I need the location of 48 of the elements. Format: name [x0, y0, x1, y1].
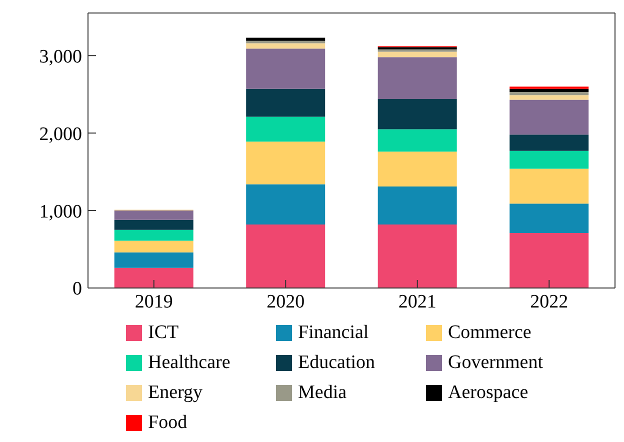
y-tick-label: 0: [72, 278, 82, 300]
bar: [510, 150, 589, 169]
bar: [246, 48, 326, 89]
bar: [378, 152, 457, 187]
bar: [510, 204, 589, 233]
legend-label: Financial: [298, 321, 369, 345]
bar: [378, 57, 457, 99]
legend-label: Aerospace: [448, 381, 528, 405]
bar: [114, 252, 194, 268]
bar: [246, 184, 326, 224]
bar: [246, 88, 326, 117]
bar: [378, 98, 457, 130]
bar: [114, 240, 194, 252]
y-tick-label: 3,000: [39, 46, 82, 68]
legend-label: ICT: [148, 321, 179, 345]
x-tick-label: 2019: [134, 291, 173, 312]
bar: [246, 116, 326, 142]
legend-label: Media: [298, 381, 347, 405]
bar: [510, 88, 589, 92]
bar: [510, 92, 589, 96]
bar: [378, 129, 457, 152]
bar: [246, 43, 326, 49]
bar: [246, 38, 326, 41]
y-tick-label: 2,000: [39, 124, 82, 145]
x-tick-label: 2022: [530, 291, 568, 312]
bar: [510, 100, 589, 135]
bar: [378, 224, 457, 288]
bar: [510, 134, 589, 151]
legend-label: Healthcare: [148, 351, 230, 375]
bar: [114, 268, 194, 288]
bar: [114, 220, 194, 230]
y-tick-label: 1,000: [39, 201, 82, 222]
x-tick-label: 2020: [266, 291, 305, 312]
bar: [114, 230, 194, 241]
legend-label: Energy: [148, 381, 203, 405]
bar: [510, 95, 589, 100]
x-tick-label: 2021: [398, 291, 436, 312]
bar: [378, 186, 457, 224]
legend-label: Commerce: [448, 321, 532, 345]
bar: [246, 224, 326, 288]
bar: [378, 52, 457, 58]
bar: [246, 142, 326, 184]
legend-label: Education: [298, 351, 376, 375]
bar: [510, 233, 589, 288]
bar: [510, 168, 589, 204]
legend-label: Government: [448, 351, 543, 375]
bar: [114, 210, 194, 220]
legend-label: Food: [148, 411, 188, 435]
